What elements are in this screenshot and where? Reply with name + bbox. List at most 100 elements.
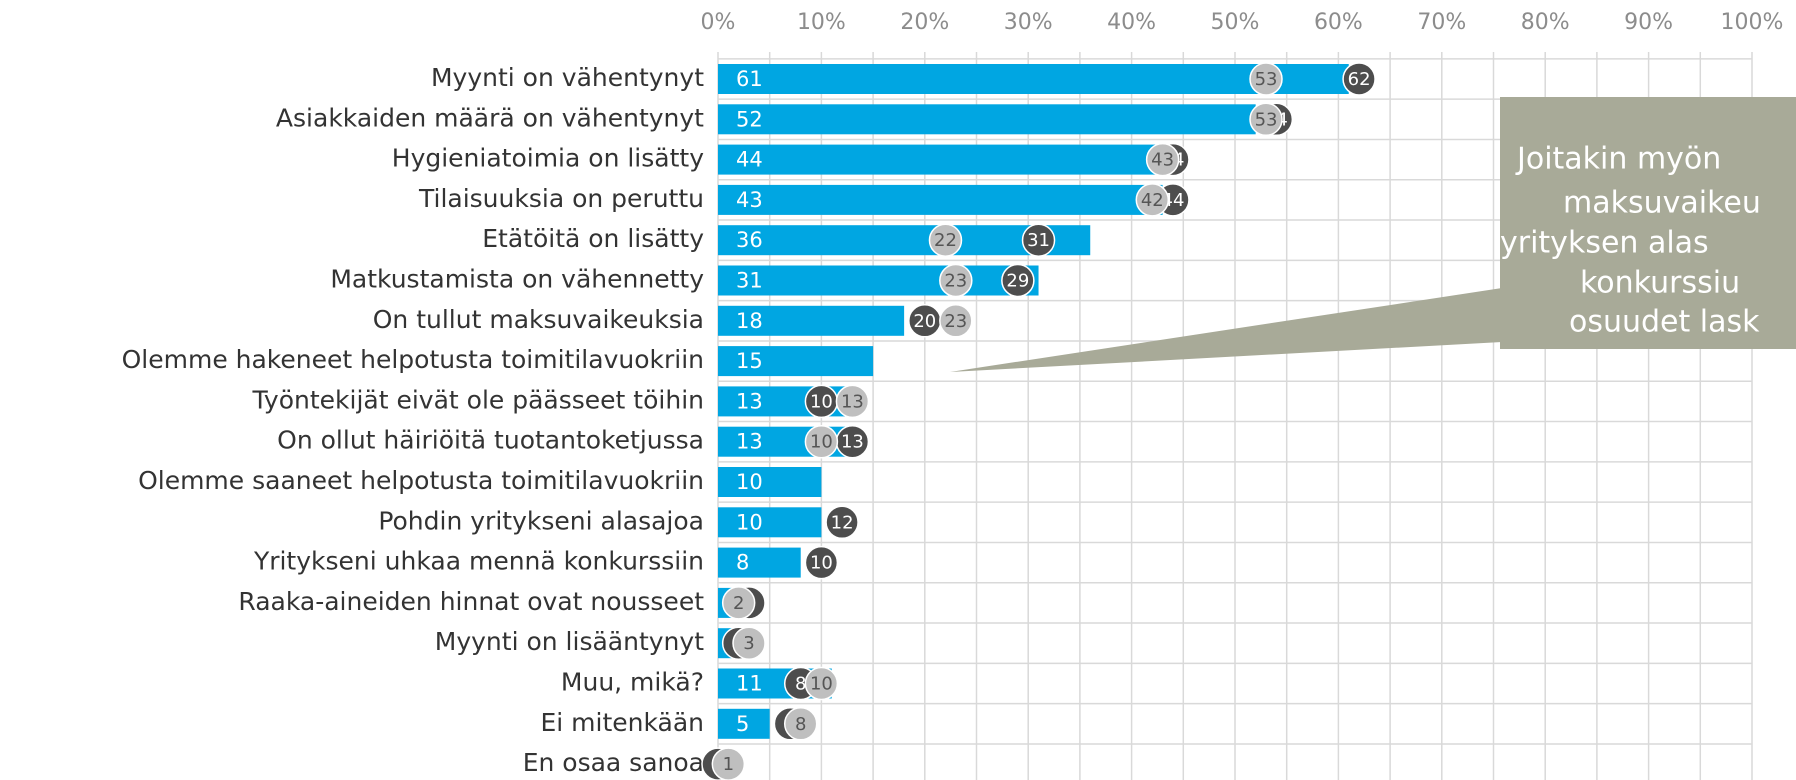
- dot-label: 12: [831, 512, 854, 533]
- bar-value-label: 61: [736, 67, 763, 91]
- bar-value-label: 52: [736, 107, 763, 131]
- dot: [804, 666, 839, 701]
- category-label: Myynti on vähentynyt: [431, 63, 704, 92]
- dot-label: 8: [795, 714, 806, 735]
- callout-box: [1500, 97, 1796, 349]
- category-label: Pohdin yritykseni alasajoa: [378, 506, 704, 535]
- bar-value-label: 11: [736, 672, 763, 696]
- bar: [718, 467, 822, 497]
- category-label: Olemme hakeneet helpotusta toimitilavuok…: [122, 345, 704, 374]
- bar-value-label: 44: [736, 148, 763, 172]
- dot-label: 23: [944, 311, 967, 332]
- x-tick-label: 70%: [1417, 10, 1466, 35]
- dot-label: 53: [1255, 109, 1278, 130]
- dot: [1342, 62, 1376, 96]
- x-tick-label: 0%: [701, 10, 736, 35]
- category-label: En osaa sanoa: [523, 748, 704, 777]
- bar-value-label: 13: [736, 389, 763, 413]
- bar-value-label: 10: [736, 470, 763, 494]
- dot-label: 8: [795, 674, 806, 695]
- bar: [718, 547, 801, 578]
- dot: [1145, 142, 1180, 177]
- bar-value-label: 8: [736, 551, 749, 575]
- callout-text: maksuvaikeu: [1563, 186, 1761, 221]
- dot: [804, 424, 839, 459]
- bar: [718, 265, 1039, 296]
- dot-label: 10: [810, 674, 833, 695]
- dot-label: 10: [810, 432, 833, 453]
- dot: [1249, 102, 1283, 137]
- dot-label: 23: [944, 271, 967, 292]
- callout-text: konkurssiu: [1580, 266, 1740, 301]
- dot-label: 10: [810, 553, 833, 574]
- x-tick-label: 30%: [1004, 10, 1053, 35]
- bar: [718, 144, 1173, 175]
- dot: [711, 747, 746, 780]
- bar-value-label: 13: [736, 430, 763, 454]
- dot-label: 10: [810, 391, 833, 412]
- dot: [732, 626, 766, 660]
- category-label: Tilaisuuksia on peruttu: [418, 184, 704, 213]
- dot-label: 43: [1151, 150, 1174, 171]
- bar-value-label: 18: [736, 309, 763, 333]
- category-label: On ollut häiriöitä tuotantoketjussa: [277, 426, 704, 455]
- category-label: Ei mitenkään: [540, 708, 704, 737]
- bar-value-label: 31: [736, 269, 763, 293]
- bar: [718, 64, 1349, 94]
- bar: [718, 346, 874, 377]
- dot: [1135, 183, 1170, 217]
- category-label: Asiakkaiden määrä on vähentynyt: [276, 103, 704, 132]
- x-tick-label: 10%: [797, 10, 846, 35]
- x-tick-label: 60%: [1314, 10, 1363, 35]
- category-label: On tullut maksuvaikeuksia: [373, 305, 704, 334]
- category-label: Myynti on lisääntynyt: [435, 627, 704, 656]
- x-tick-label: 20%: [900, 10, 949, 35]
- dot: [1001, 263, 1035, 298]
- bar-value-label: 43: [736, 188, 763, 212]
- dot: [783, 707, 818, 741]
- category-label: Olemme saaneet helpotusta toimitilavuokr…: [138, 466, 704, 495]
- callout-text: osuudet lask: [1569, 305, 1760, 340]
- x-tick-label: 40%: [1107, 10, 1156, 35]
- dot-label: 13: [841, 391, 864, 412]
- dot: [804, 545, 839, 580]
- category-label: Yritykseni uhkaa mennä konkurssiin: [253, 547, 704, 576]
- bar: [718, 708, 770, 739]
- category-label: Muu, mikä?: [561, 668, 704, 697]
- bar-value-label: 15: [736, 349, 763, 373]
- category-label: Raaka-aineiden hinnat ovat nousseet: [238, 587, 704, 616]
- category-label: Matkustamista on vähennetty: [330, 265, 704, 294]
- category-label: Hygieniatoimia on lisätty: [392, 144, 704, 173]
- dot-label: 22: [934, 230, 957, 251]
- callout-text: Joitakin myön: [1515, 142, 1721, 177]
- dot: [939, 304, 973, 338]
- dot-label: 62: [1348, 69, 1371, 90]
- category-label: Etätöitä on lisätty: [482, 224, 704, 253]
- bar: [718, 305, 905, 336]
- callout-text: yrityksen alas: [1500, 226, 1709, 261]
- dot: [1249, 62, 1283, 96]
- dot-label: 1: [723, 754, 734, 775]
- bar: [718, 507, 822, 538]
- dot-label: 53: [1255, 69, 1278, 90]
- dot-label: 29: [1006, 271, 1029, 292]
- x-tick-label: 50%: [1211, 10, 1260, 35]
- dot: [1021, 223, 1056, 257]
- x-tick-label: 80%: [1521, 10, 1570, 35]
- dot: [939, 263, 973, 298]
- dot-label: 13: [841, 432, 864, 453]
- bar: [718, 184, 1163, 215]
- category-label: Työntekijät eivät ole päässeet töihin: [252, 385, 704, 414]
- bar-value-label: 10: [736, 510, 763, 534]
- dot-label: 31: [1027, 230, 1050, 251]
- bar-value-label: 5: [736, 712, 749, 736]
- dot-label: 2: [733, 593, 744, 614]
- x-tick-label: 90%: [1624, 10, 1673, 35]
- dot: [835, 384, 870, 419]
- dot: [825, 505, 859, 540]
- dot: [928, 223, 963, 257]
- bar: [718, 104, 1256, 135]
- callout-pointer: [950, 288, 1502, 372]
- bar-value-label: 36: [736, 228, 763, 252]
